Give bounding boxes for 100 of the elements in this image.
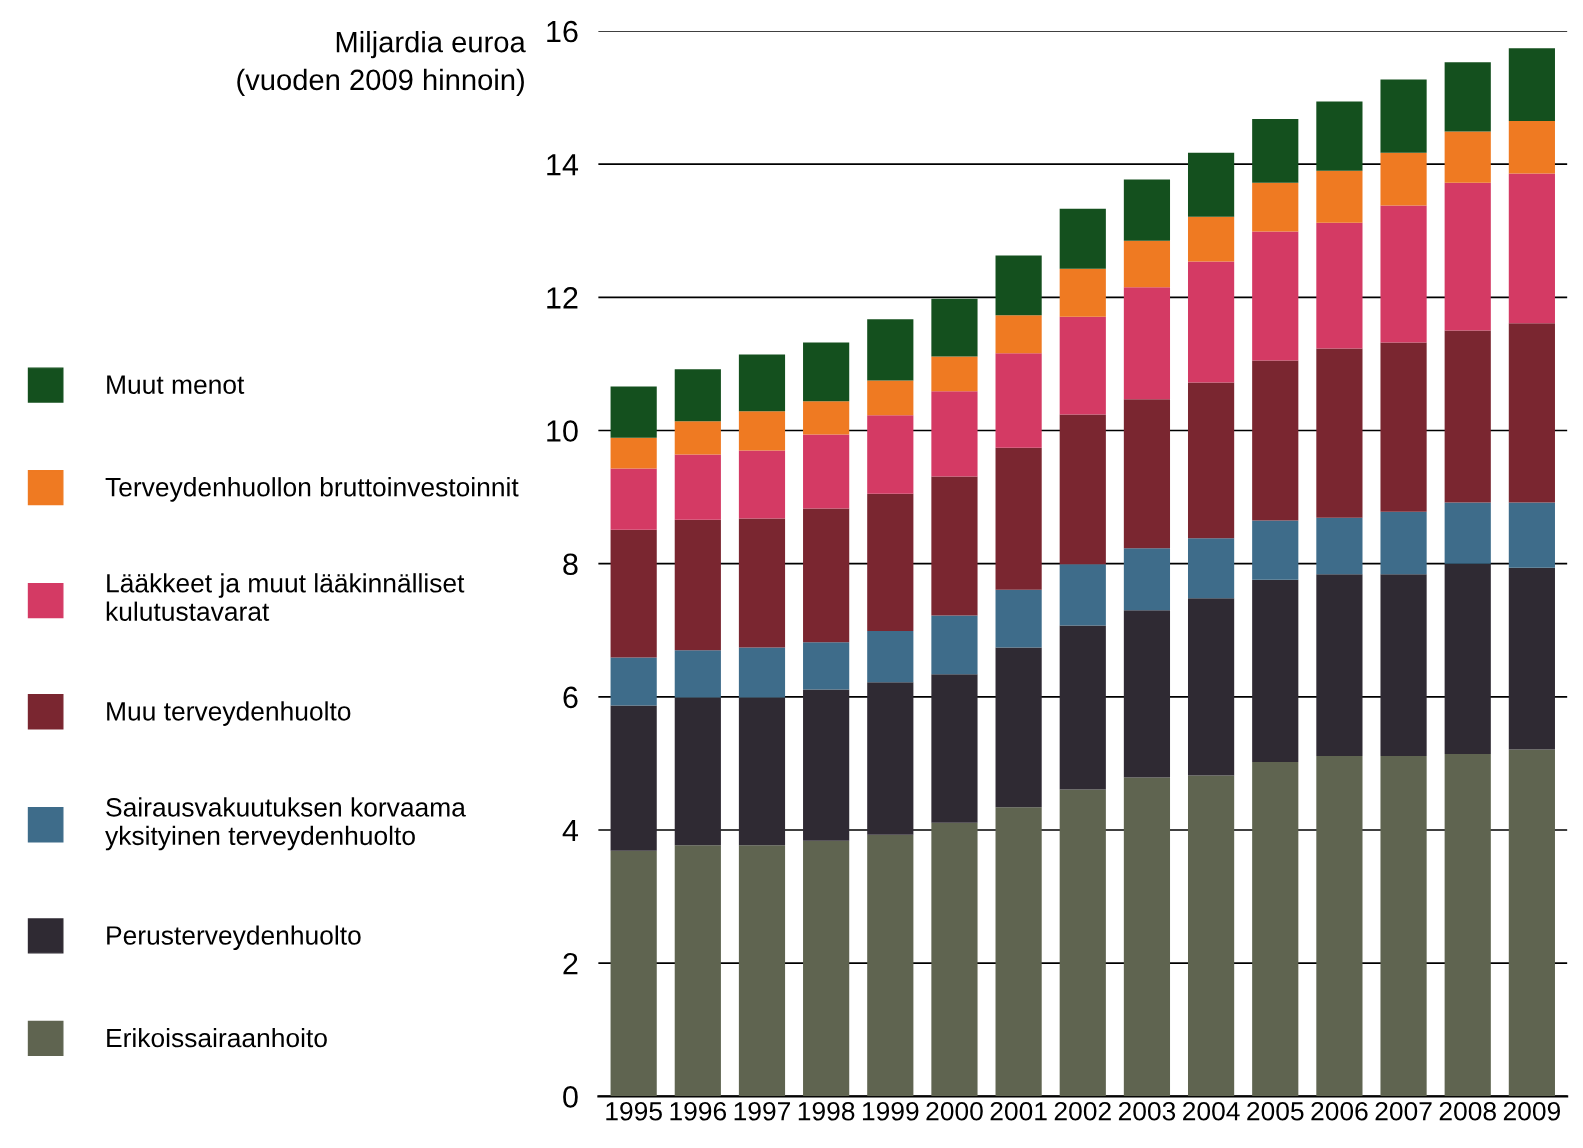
- bar: [995, 647, 1042, 808]
- x-tick-label: 2006: [1311, 1101, 1368, 1121]
- x-tick-label: 2003: [1118, 1101, 1176, 1121]
- bar: [803, 689, 850, 841]
- bar: [738, 518, 786, 648]
- bar: [931, 674, 978, 823]
- legend-label: Muut menot: [107, 375, 245, 394]
- bar: [1252, 360, 1299, 521]
- bar: [931, 298, 978, 357]
- bar: [867, 319, 914, 381]
- bar: [1123, 548, 1171, 611]
- y-tick-label: 6: [563, 686, 578, 709]
- bar: [867, 415, 914, 494]
- bar: [1444, 754, 1491, 1097]
- legend-label: Terveydenhuollon bruttoinvestoinnit: [105, 477, 519, 502]
- bar: [1316, 517, 1363, 575]
- bar: [610, 468, 657, 530]
- bar: [738, 354, 786, 412]
- bar: [1123, 287, 1171, 400]
- bar: [931, 391, 978, 477]
- x-tick-label: 2001: [990, 1101, 1047, 1121]
- bar: [1123, 399, 1171, 549]
- bar: [1059, 316, 1106, 415]
- bar: [610, 705, 657, 851]
- bar: [674, 421, 721, 455]
- bar: [1252, 118, 1299, 183]
- bar: [1252, 520, 1299, 580]
- bar: [995, 807, 1042, 1097]
- bar: [1508, 323, 1555, 503]
- bar: [1380, 205, 1427, 343]
- y-tick-label: 12: [547, 287, 578, 309]
- y-tick-label: 4: [562, 820, 579, 842]
- bar: [995, 353, 1042, 448]
- bar: [1444, 330, 1491, 503]
- bar: [1252, 762, 1299, 1097]
- bar: [610, 437, 657, 469]
- bar: [1059, 268, 1106, 317]
- x-tick-label: 2007: [1375, 1101, 1432, 1121]
- bar: [1187, 261, 1235, 383]
- bar: [1444, 563, 1491, 755]
- x-tick-label: 1999: [862, 1101, 919, 1121]
- legend-label: Muu terveydenhuolto: [107, 701, 351, 726]
- x-tick-label: 1996: [670, 1101, 727, 1121]
- bar: [610, 529, 657, 658]
- bar: [1123, 777, 1171, 1097]
- bar: [1316, 170, 1363, 223]
- bar: [867, 682, 914, 835]
- bar: [1508, 502, 1555, 568]
- x-tick-label: 2000: [926, 1101, 983, 1121]
- bar: [1059, 208, 1106, 269]
- bar: [674, 650, 721, 698]
- bar: [995, 255, 1042, 316]
- bar: [1444, 62, 1491, 132]
- bar: [1187, 152, 1235, 217]
- bar: [803, 401, 850, 435]
- legend-label: Sairausvakuutuksen korvaama yksityinen terveydenhuolto: [105, 797, 466, 851]
- bar: [610, 386, 657, 438]
- bar: [995, 589, 1042, 648]
- bar: [1187, 598, 1235, 776]
- bar: [674, 454, 721, 520]
- bar: [1444, 131, 1491, 183]
- x-tick-label: 2004: [1183, 1101, 1240, 1121]
- y-tick-label: 14: [547, 154, 579, 176]
- x-tick-label: 2005: [1247, 1101, 1304, 1121]
- bar: [1059, 414, 1106, 565]
- bar: [867, 630, 914, 683]
- bar: [610, 657, 657, 706]
- bar: [1059, 789, 1106, 1097]
- x-tick-label: 1995: [606, 1101, 662, 1121]
- x-tick-label: 1998: [798, 1101, 855, 1121]
- bar: [1123, 179, 1171, 241]
- legend-label: Lääkkeet ja muut lääkinnälliset kulutustavarat: [106, 573, 465, 621]
- bar: [1187, 382, 1235, 539]
- bar: [674, 369, 721, 422]
- bar: [1380, 756, 1427, 1097]
- bar: [803, 342, 850, 402]
- x-tick-label: 2008: [1439, 1101, 1496, 1121]
- x-tick-label: 2002: [1054, 1101, 1111, 1121]
- bar: [674, 845, 721, 1097]
- bar: [1123, 610, 1171, 778]
- bar: [931, 822, 978, 1097]
- bar: [1380, 152, 1427, 206]
- bar: [1123, 240, 1171, 288]
- bar: [738, 845, 786, 1097]
- bar: [995, 447, 1042, 590]
- bar: [1508, 120, 1555, 174]
- bar: [674, 519, 721, 651]
- bar: [803, 508, 850, 643]
- bar: [1316, 574, 1363, 757]
- bar: [931, 615, 978, 675]
- bar: [1187, 216, 1235, 262]
- bar: [1252, 182, 1299, 232]
- bar: [610, 850, 657, 1097]
- bar: [1444, 502, 1491, 564]
- y-tick-label: 0: [563, 1086, 578, 1108]
- bar: [867, 380, 914, 416]
- bar: [738, 647, 786, 698]
- bar: [674, 697, 721, 846]
- bar: [1187, 538, 1235, 599]
- bar: [1508, 173, 1555, 324]
